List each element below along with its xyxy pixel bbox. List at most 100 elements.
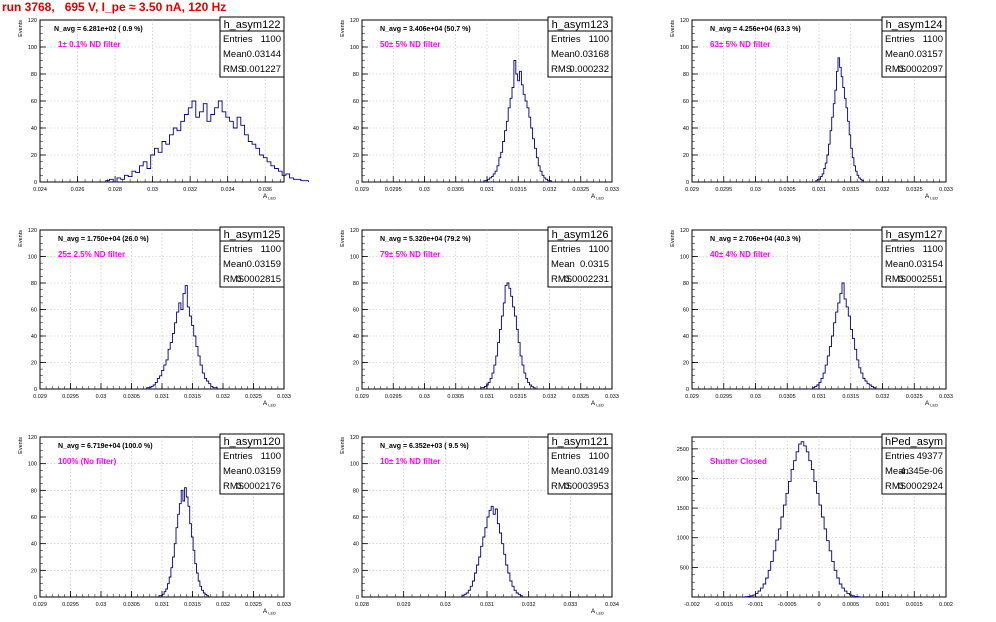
x-tick-label: 0.029 — [33, 602, 47, 608]
stats-title: h_asym121 — [552, 436, 609, 448]
x-axis-label-subscript: LED — [268, 196, 276, 201]
x-tick-label: 0.029 — [397, 602, 411, 608]
histogram-pad: 0 20 40 60 80 100 120 0.029 0.0295 0.03 0.0305 0.03… — [340, 16, 619, 201]
stats-value: 0.000232 — [569, 64, 609, 75]
x-tick-label: 0 — [817, 602, 820, 608]
stats-title: h_asym123 — [552, 19, 609, 31]
navg-label: N_avg = 3.406e+04 (50.7 %) — [380, 26, 471, 33]
x-axis-label: ALED — [263, 400, 276, 408]
x-tick-label: 0.036 — [258, 187, 272, 193]
y-tick-label: 2000 — [677, 476, 689, 482]
y-tick-label: 20 — [683, 153, 689, 159]
y-tick-label: 40 — [31, 334, 37, 340]
histogram-line — [483, 60, 552, 182]
histogram-pad: 500 1000 1500 2000 2500 -0.002 -0.0015 -0.001 -0… — [677, 433, 953, 608]
stats-value: 0.03144 — [247, 49, 281, 60]
y-tick-label: 0 — [356, 387, 359, 393]
x-axis-label: ALED — [591, 193, 604, 201]
x-tick-label: 0.0295 — [385, 187, 402, 193]
x-tick-label: 0.0305 — [123, 602, 140, 608]
y-tick-label: 100 — [350, 255, 359, 261]
stats-box — [547, 226, 613, 288]
x-tick-label: 0.03 — [750, 394, 761, 400]
navg-label: N_avg = 1.750e+04 (26.0 %) — [58, 236, 149, 243]
x-tick-label: 0.0325 — [572, 187, 589, 193]
stats-box — [547, 16, 613, 78]
y-axis-label: Events — [670, 230, 676, 247]
stats-label: Entries — [885, 244, 915, 255]
x-tick-label: 0.0295 — [62, 394, 79, 400]
x-tick-label: 0.028 — [355, 602, 369, 608]
stats-label: Entries — [551, 244, 581, 255]
x-axis-label: ALED — [263, 608, 276, 616]
stats-title: h_asym127 — [886, 229, 943, 241]
stats-value: 1100 — [923, 244, 943, 255]
y-tick-label: 20 — [683, 361, 689, 367]
histogram-pad: 0 20 40 60 80 100 120 0.029 0.0295 0.03 0.0305 0.03… — [670, 226, 953, 408]
y-tick-label: 500 — [680, 565, 689, 571]
x-tick-label: 0.032 — [522, 602, 536, 608]
stats-value: 49377 — [917, 451, 943, 462]
filter-label: 1± 0.1% ND filter — [58, 40, 121, 49]
navg-label: N_avg = 6.281e+02 ( 0.9 %) — [54, 26, 143, 33]
x-tick-label: 0.0315 — [842, 187, 859, 193]
x-axis-label-subscript: LED — [596, 611, 604, 616]
x-tick-label: 0.032 — [216, 602, 230, 608]
stats-label: Mean — [551, 466, 575, 477]
y-tick-label: 100 — [350, 462, 359, 468]
histogram-pad: 0 20 40 60 80 100 120 0.029 0.0295 0.03 0.0305 0.03… — [670, 16, 953, 201]
y-tick-label: 0 — [34, 180, 37, 186]
y-tick-label: 100 — [28, 462, 37, 468]
navg-label: N_avg = 2.706e+04 (40.3 %) — [710, 236, 801, 243]
x-axis-label: ALED — [591, 400, 604, 408]
x-tick-label: 0.032 — [543, 187, 557, 193]
stats-label: Entries — [223, 34, 253, 45]
x-tick-label: 0.0315 — [184, 602, 201, 608]
x-tick-label: 0.0295 — [62, 602, 79, 608]
y-tick-label: 80 — [353, 488, 359, 494]
y-tick-label: 0 — [356, 595, 359, 601]
y-tick-label: 100 — [350, 45, 359, 51]
y-tick-label: 20 — [353, 568, 359, 574]
stats-label: Mean — [551, 49, 575, 60]
navg-label: N_avg = 5.320e+04 (79.2 %) — [380, 236, 471, 243]
x-axis-label: ALED — [925, 400, 938, 408]
stats-label: Mean — [223, 49, 247, 60]
x-tick-label: 0.031 — [480, 394, 494, 400]
stats-value: 1100 — [261, 34, 281, 45]
stats-label: RMS — [885, 274, 906, 285]
y-tick-label: 80 — [31, 281, 37, 287]
stats-box — [219, 433, 285, 495]
stats-label: Mean — [223, 259, 247, 270]
y-tick-label: 0 — [34, 595, 37, 601]
x-tick-label: 0.031 — [812, 187, 826, 193]
x-tick-label: 0.0325 — [245, 602, 262, 608]
x-tick-label: 0.0295 — [385, 394, 402, 400]
x-tick-label: 0.001 — [876, 602, 890, 608]
x-tick-label: 0.0305 — [779, 394, 796, 400]
stats-value: 0.0002231 — [564, 274, 609, 285]
stats-label: Mean — [885, 49, 909, 60]
stats-value: 0.0003953 — [564, 481, 609, 492]
y-tick-label: 60 — [31, 99, 37, 105]
x-tick-label: 0.031 — [155, 394, 169, 400]
x-tick-label: 0.031 — [480, 187, 494, 193]
y-tick-label: 60 — [353, 308, 359, 314]
y-tick-label: 80 — [31, 488, 37, 494]
y-tick-label: 20 — [353, 153, 359, 159]
x-tick-label: 0.033 — [277, 602, 291, 608]
y-tick-label: 60 — [353, 99, 359, 105]
y-tick-label: 80 — [353, 281, 359, 287]
x-tick-label: 0.024 — [33, 187, 47, 193]
stats-title: h_asym124 — [886, 19, 943, 31]
y-tick-label: 120 — [680, 228, 689, 234]
stats-title: hPed_asym — [885, 436, 943, 448]
x-tick-label: 0.034 — [605, 602, 619, 608]
stats-value: 0.0002097 — [898, 64, 943, 75]
y-axis-label: Events — [340, 230, 346, 247]
x-tick-label: 0.0015 — [906, 602, 923, 608]
y-tick-label: 60 — [353, 515, 359, 521]
histogram-line — [812, 282, 876, 389]
histogram-line — [742, 441, 863, 598]
